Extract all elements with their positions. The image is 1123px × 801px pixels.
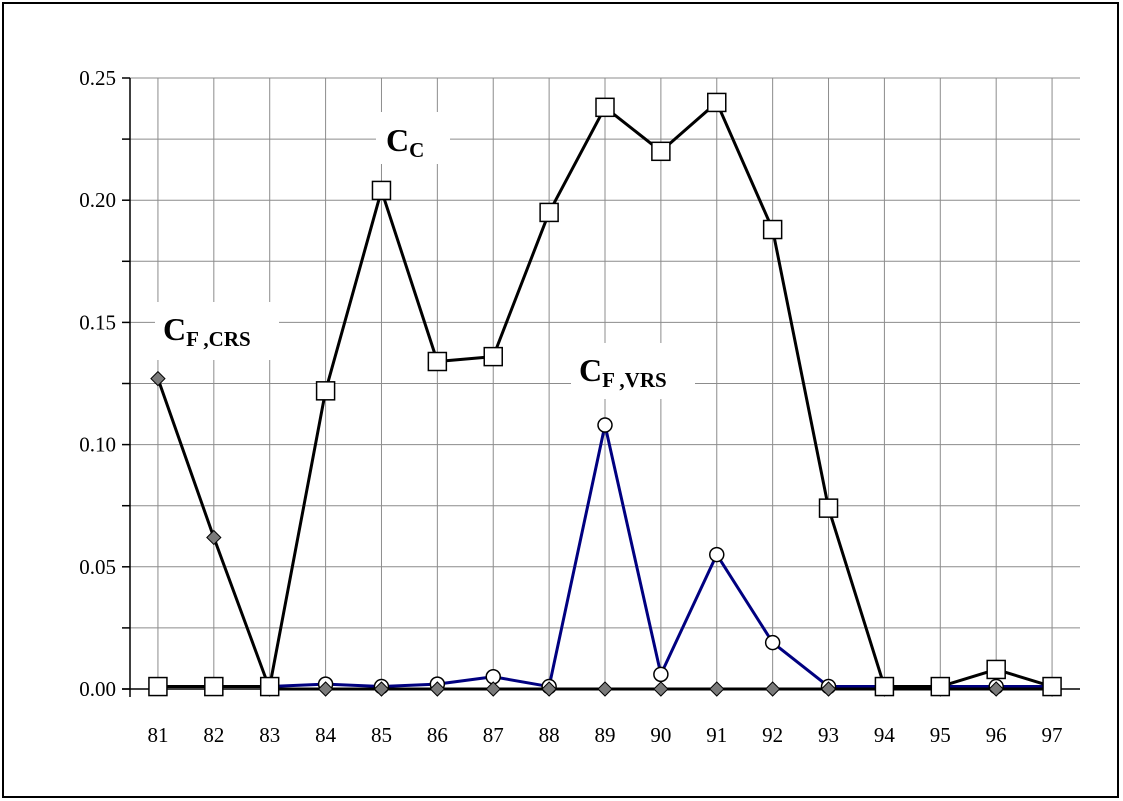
point-diamond bbox=[429, 681, 446, 697]
y-tick-label: 0.20 bbox=[79, 188, 116, 212]
point-square bbox=[651, 141, 671, 162]
x-tick-label: 96 bbox=[986, 723, 1007, 747]
point-diamond bbox=[317, 681, 334, 697]
series-layer bbox=[148, 92, 1062, 697]
x-tick-label: 90 bbox=[650, 723, 671, 747]
x-tick-label: 97 bbox=[1042, 723, 1063, 747]
annotation-cfcrs-sub: F ,CRS bbox=[186, 327, 251, 351]
y-tick-label: 0.15 bbox=[79, 310, 116, 334]
x-tick-label: 95 bbox=[930, 723, 951, 747]
x-tick-label: 89 bbox=[595, 723, 616, 747]
point-square bbox=[595, 97, 615, 118]
y-tick-label: 0.00 bbox=[79, 677, 116, 701]
point-diamond bbox=[373, 681, 390, 697]
point-square bbox=[371, 180, 392, 201]
annotation-cfcrs: CF ,CRS bbox=[155, 302, 279, 360]
point-diamond bbox=[485, 681, 501, 697]
point-square bbox=[539, 202, 559, 223]
svg-text:CC: CC bbox=[386, 122, 424, 162]
point-square bbox=[762, 219, 783, 240]
y-tick-label: 0.10 bbox=[79, 433, 116, 457]
point-square bbox=[427, 351, 448, 372]
x-tick-labels: 81 82 83 84 85 86 87 88 89 90 91 92 93 94 95 96 97 bbox=[147, 723, 1062, 747]
y-tick-labels: 0.00 0.05 0.10 0.15 0.20 0.25 bbox=[79, 66, 116, 701]
point-diamond bbox=[597, 681, 613, 697]
point-square bbox=[1042, 676, 1062, 697]
x-tick-label: 86 bbox=[427, 723, 448, 747]
annotation-cfvrs-sub: F ,VRS bbox=[602, 368, 667, 392]
annotation-cc-main: C bbox=[386, 122, 409, 158]
point-square bbox=[874, 676, 895, 697]
svg-text:CF ,CRS: CF ,CRS bbox=[163, 311, 251, 351]
annotation-cc-sub: C bbox=[409, 138, 424, 162]
point-square bbox=[818, 498, 839, 518]
annotation-cfvrs-main: C bbox=[579, 352, 602, 388]
point-diamond bbox=[820, 681, 837, 697]
annotation-cc: CC bbox=[376, 112, 450, 164]
point-diamond bbox=[988, 681, 1004, 697]
point-diamond bbox=[764, 681, 781, 697]
y-tick-label: 0.25 bbox=[79, 66, 116, 90]
x-tick-label: 81 bbox=[147, 723, 168, 747]
x-tick-label: 88 bbox=[539, 723, 560, 747]
point-circle bbox=[653, 666, 669, 683]
point-square bbox=[315, 381, 336, 401]
x-tick-label: 93 bbox=[818, 723, 839, 747]
point-circle bbox=[597, 417, 613, 433]
point-diamond bbox=[150, 370, 166, 387]
point-square bbox=[483, 346, 503, 367]
markers-square bbox=[148, 92, 1062, 697]
point-circle bbox=[709, 546, 725, 563]
point-square bbox=[204, 676, 224, 697]
x-tick-label: 94 bbox=[874, 723, 896, 747]
x-tick-label: 87 bbox=[483, 723, 504, 747]
point-square bbox=[986, 659, 1006, 680]
point-square bbox=[707, 92, 727, 113]
point-circle bbox=[764, 634, 781, 651]
point-diamond bbox=[541, 681, 557, 697]
x-tick-label: 82 bbox=[203, 723, 224, 747]
x-tick-label: 85 bbox=[371, 723, 392, 747]
x-tick-label: 83 bbox=[259, 723, 280, 747]
point-diamond bbox=[206, 529, 222, 546]
point-square bbox=[259, 676, 280, 697]
svg-text:CF ,VRS: CF ,VRS bbox=[579, 352, 667, 392]
y-tick-label: 0.05 bbox=[79, 555, 116, 579]
point-diamond bbox=[709, 681, 725, 697]
x-tick-label: 92 bbox=[762, 723, 783, 747]
x-tick-label: 84 bbox=[315, 723, 337, 747]
point-square bbox=[930, 676, 951, 697]
annotation-cfvrs: CF ,VRS bbox=[571, 343, 695, 399]
annotation-cfcrs-main: C bbox=[163, 311, 186, 347]
point-square bbox=[148, 676, 168, 697]
point-diamond bbox=[653, 681, 669, 697]
x-tick-label: 91 bbox=[706, 723, 727, 747]
